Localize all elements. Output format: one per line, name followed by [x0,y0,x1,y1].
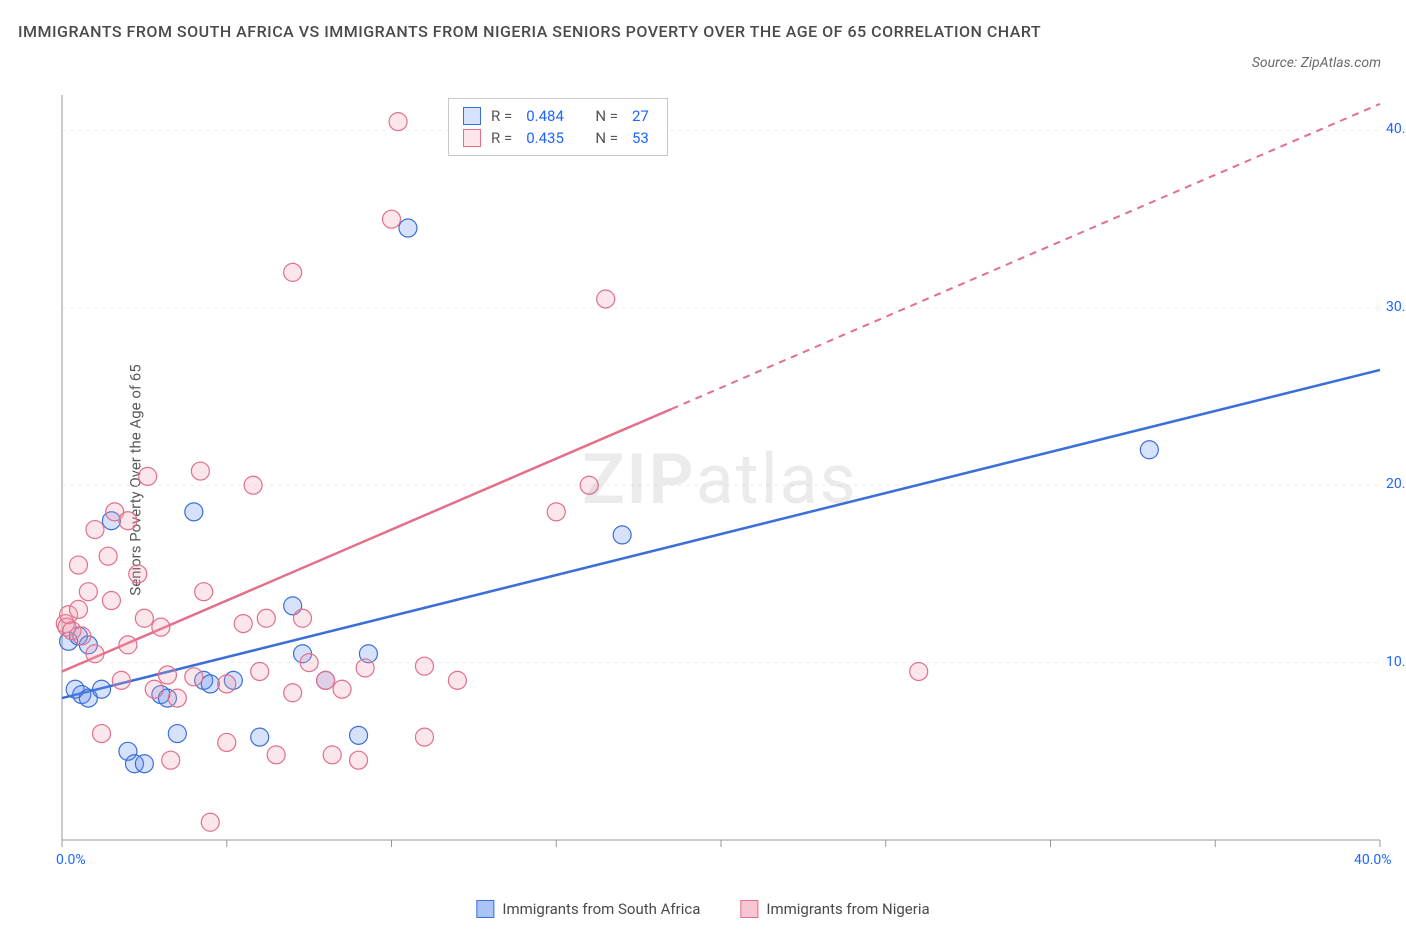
legend-n-label: N = [595,107,618,125]
legend-label: Immigrants from Nigeria [766,900,929,918]
axis-tick-label: 20.0% [1386,476,1406,492]
axis-tick-label: 30.0% [1386,299,1406,315]
legend-r-value: 0.484 [526,107,564,125]
scatter-plot [50,95,1390,865]
legend-item: Immigrants from South Africa [476,900,700,918]
legend-stats-row: R = 0.435 N = 53 [463,127,653,149]
legend-stats-row: R = 0.484 N = 27 [463,105,653,127]
axis-tick-label: 0.0% [56,852,86,868]
legend-n-value: 53 [632,129,649,147]
legend-swatch [463,129,481,147]
legend-swatch [740,900,758,918]
chart-title: IMMIGRANTS FROM SOUTH AFRICA VS IMMIGRAN… [18,20,1041,44]
legend-r-label: R = [491,107,512,125]
axis-tick-label: 40.0% [1386,121,1406,137]
axis-tick-label: 40.0% [1354,852,1392,868]
legend-n-label: N = [595,129,618,147]
legend-r-value: 0.435 [526,129,564,147]
source-attribution: Source: ZipAtlas.com [1252,55,1381,71]
legend-swatch [476,900,494,918]
correlation-legend: R = 0.484 N = 27 R = 0.435 N = 53 [448,98,668,156]
legend-n-value: 27 [632,107,649,125]
legend-label: Immigrants from South Africa [502,900,700,918]
legend-swatch [463,107,481,125]
legend-item: Immigrants from Nigeria [740,900,929,918]
series-legend: Immigrants from South Africa Immigrants f… [476,900,929,918]
legend-r-label: R = [491,129,512,147]
axis-tick-label: 10.0% [1386,654,1406,670]
chart-area: Seniors Poverty Over the Age of 65 ZIPat… [50,95,1390,865]
